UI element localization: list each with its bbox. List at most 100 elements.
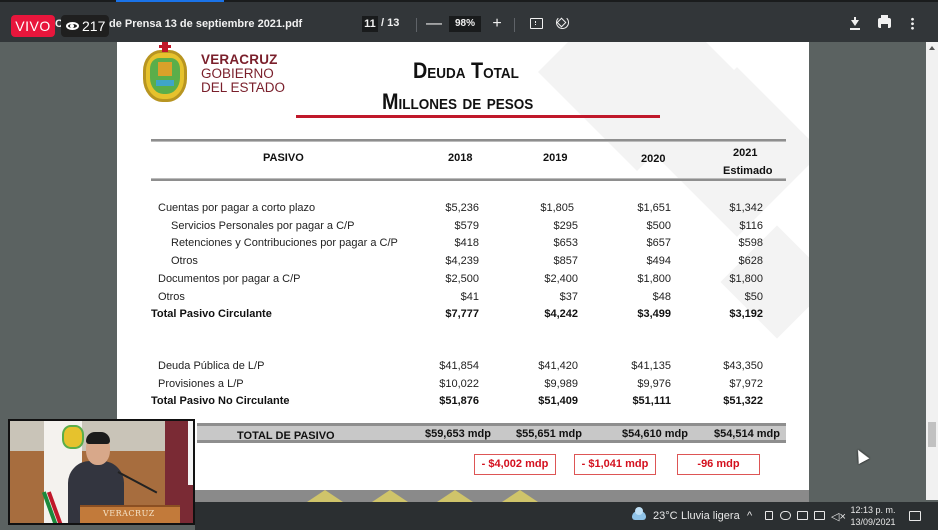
clock-time: 12:13 p. m.: [850, 505, 896, 515]
crest-icon: [62, 425, 84, 449]
more-icon[interactable]: [911, 17, 914, 30]
cell-2021: $1,342: [729, 202, 763, 214]
cell-2018: $41,854: [439, 360, 479, 372]
download-icon[interactable]: [849, 17, 861, 31]
row-label: Otros: [158, 291, 185, 303]
system-clock[interactable]: 12:13 p. m. 13/09/2021: [850, 504, 896, 528]
zoom-in-button[interactable]: +: [492, 15, 502, 32]
table-header-rule: [151, 178, 786, 181]
cell-2019: $37: [559, 291, 578, 303]
total-pages: / 13: [381, 17, 400, 29]
cell-2021: $43,350: [723, 360, 763, 372]
org-name-line2: GOBIERNO: [201, 66, 274, 81]
cell-2019: $295: [553, 220, 578, 232]
viewer-count: 217: [82, 18, 106, 34]
table-top-rule: [151, 139, 786, 142]
print-icon[interactable]: [878, 15, 891, 28]
cell-2020: $48: [652, 291, 671, 303]
title-underline: [296, 115, 660, 118]
onedrive-cloud-icon[interactable]: [780, 511, 791, 520]
scrollbar-thumb[interactable]: [928, 422, 936, 447]
cell-2018: $4,239: [445, 255, 479, 267]
org-name-line3: DEL ESTADO: [201, 80, 286, 95]
vertical-scrollbar[interactable]: [926, 42, 938, 500]
cell-2019: $41,420: [538, 360, 578, 372]
row-label-total-circulante: Total Pasivo Circulante: [151, 308, 272, 320]
scroll-up-arrow-icon[interactable]: [929, 46, 935, 50]
cell-2021: $3,192: [729, 308, 763, 320]
total-2019: $55,651 mdp: [515, 428, 582, 440]
row-label: Cuentas por pagar a corto plazo: [158, 202, 316, 214]
pdf-toolbar: Co de Prensa 13 de septiembre 2021.pdf V…: [0, 0, 938, 42]
cell-2019: $1,805: [540, 202, 574, 214]
veracruz-coat-of-arms-logo: [141, 42, 189, 106]
cell-2018: $5,236: [445, 202, 479, 214]
show-hidden-icons-chevron-icon[interactable]: ^: [747, 510, 753, 522]
viewer-count-badge: 217: [61, 15, 109, 37]
mouse-cursor-icon: [852, 446, 870, 465]
zoom-out-button[interactable]: —: [426, 15, 442, 32]
row-label: Servicios Personales por pagar a C/P: [171, 220, 355, 232]
picture-in-picture-video[interactable]: VERACRUZ: [8, 419, 195, 525]
header-pasivo: PASIVO: [263, 152, 304, 164]
weather-cloud-icon[interactable]: [632, 507, 646, 520]
total-row-bar: [197, 423, 786, 443]
cell-2020: $500: [646, 220, 671, 232]
cell-2018: $2,500: [445, 273, 479, 285]
battery-icon[interactable]: [814, 511, 825, 520]
cell-2019: $9,989: [544, 378, 578, 390]
difference-box-2021: -96 mdp: [677, 454, 760, 475]
taskbar: 23°C Lluvia ligera ^ ◁× 12:13 p. m. 13/0…: [195, 502, 938, 530]
rotate-icon[interactable]: [556, 16, 569, 29]
cell-2020: $51,111: [632, 395, 671, 407]
cell-2020: $494: [646, 255, 671, 267]
divider: [416, 18, 417, 32]
notifications-icon[interactable]: [909, 511, 921, 521]
podium: [80, 505, 180, 523]
slide-title: Deuda Total: [413, 58, 519, 83]
cell-2021: $628: [738, 255, 763, 267]
cell-2020: $3,499: [637, 308, 671, 320]
cell-2019: $857: [553, 255, 578, 267]
zoom-level-input[interactable]: 98%: [449, 16, 481, 32]
row-label: Deuda Pública de L/P: [158, 360, 265, 372]
cell-2020: $9,976: [637, 378, 671, 390]
difference-box-2020: - $1,041 mdp: [574, 454, 656, 475]
weather-desc[interactable]: Lluvia ligera: [681, 510, 740, 522]
row-label: Retenciones y Contribuciones por pagar a…: [171, 237, 398, 249]
podium-label: VERACRUZ: [103, 509, 155, 518]
slide-subtitle: Millones de pesos: [382, 89, 534, 114]
meet-now-icon[interactable]: [765, 511, 773, 520]
total-label: TOTAL DE PASIVO: [237, 430, 335, 442]
cell-2020: $1,800: [637, 273, 671, 285]
divider: [514, 18, 515, 32]
header-year-2019: 2019: [543, 152, 568, 164]
weather-temp[interactable]: 23°C: [653, 510, 678, 522]
row-label-total-no-circulante: Total Pasivo No Circulante: [151, 395, 290, 407]
row-label: Documentos por pagar a C/P: [158, 273, 301, 285]
cell-2018: $51,876: [439, 395, 479, 407]
volume-muted-icon[interactable]: ◁×: [831, 511, 846, 523]
cell-2018: $10,022: [439, 378, 479, 390]
header-year-2020: 2020: [641, 153, 666, 165]
header-year-note: Estimado: [723, 165, 773, 177]
total-2018: $59,653 mdp: [424, 428, 491, 440]
current-page-input[interactable]: 11: [362, 16, 378, 32]
cell-2020: $657: [646, 237, 671, 249]
live-badge: VIVO: [11, 15, 55, 37]
cell-2021: $51,322: [723, 395, 763, 407]
header-year-2021: 2021: [733, 147, 758, 159]
cell-2021: $598: [738, 237, 763, 249]
cell-2021: $7,972: [729, 378, 763, 390]
row-label: Otros: [171, 255, 198, 267]
cell-2018: $418: [454, 237, 479, 249]
fit-page-icon[interactable]: [530, 18, 543, 29]
cell-2018: $579: [454, 220, 479, 232]
cell-2018: $7,777: [445, 308, 479, 320]
cell-2021: $50: [744, 291, 763, 303]
row-label: Provisiones a L/P: [158, 378, 244, 390]
header-year-2018: 2018: [448, 152, 473, 164]
cell-2019: $2,400: [544, 273, 578, 285]
network-icon[interactable]: [797, 511, 808, 520]
